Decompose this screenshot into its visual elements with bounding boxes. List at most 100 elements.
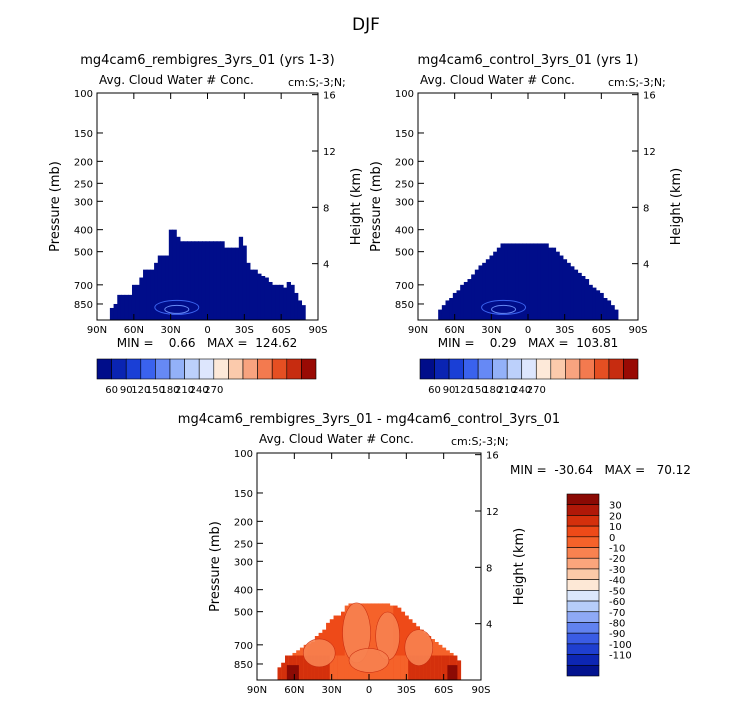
data-cell <box>511 243 516 320</box>
colorbar-box <box>566 536 600 548</box>
x-tick-label: 90N <box>408 325 428 336</box>
colorbar-box <box>228 358 244 380</box>
x-tick-label: 30N <box>161 325 181 336</box>
chart-title: mg4cam6_rembigres_3yrs_01 (yrs 1-3) <box>80 53 334 68</box>
y-tick-label: 250 <box>74 179 93 190</box>
data-cell <box>463 281 469 320</box>
y-right-tick-label: 4 <box>486 620 492 631</box>
data-cell <box>128 294 133 320</box>
data-cell-lower <box>419 655 424 680</box>
colorbar-box <box>566 504 600 516</box>
y-tick-label: 850 <box>74 300 93 311</box>
y-tick-label: 300 <box>395 197 414 208</box>
data-cell <box>562 259 568 320</box>
colorbar-box <box>213 358 229 380</box>
data-cell <box>540 243 546 320</box>
y-tick-label: 200 <box>234 517 253 528</box>
data-cell <box>172 229 177 320</box>
y-right-tick-label: 8 <box>643 203 649 214</box>
colorbar-box <box>566 654 600 666</box>
y-tick-label: 200 <box>395 157 414 168</box>
x-tick-label: 60S <box>434 685 453 696</box>
y-right-tick-label: 4 <box>323 260 329 271</box>
colorbar-label: -110 <box>609 651 632 662</box>
data-cell-lower <box>314 655 320 680</box>
x-tick-label: 60N <box>124 325 144 336</box>
data-cell <box>537 243 542 320</box>
x-tick-label: 0 <box>366 685 372 696</box>
data-cell <box>595 290 601 320</box>
y-axis-label: Pressure (mb) <box>208 521 223 612</box>
y-tick-label: 400 <box>74 226 93 237</box>
colorbar-box <box>521 358 537 380</box>
x-tick-label: 90N <box>87 325 107 336</box>
colorbar-box <box>566 515 600 527</box>
data-cell <box>551 247 557 320</box>
data-cell <box>467 279 472 320</box>
colorbar-label: -50 <box>609 586 625 597</box>
data-cell <box>577 272 582 320</box>
colorbar-box <box>566 493 600 506</box>
data-cell <box>529 243 535 320</box>
data-cell <box>559 255 564 320</box>
y-right-tick-label: 12 <box>323 147 336 158</box>
colorbar-label: 30 <box>609 501 622 512</box>
data-cell-lower <box>341 655 346 680</box>
colorbar-label: 270 <box>204 385 223 396</box>
data-cell <box>515 243 520 320</box>
x-tick-label: 90S <box>308 325 327 336</box>
data-cell <box>238 236 244 320</box>
y-tick-label: 850 <box>234 660 253 671</box>
y-axis-label: Pressure (mb) <box>48 161 63 252</box>
data-cell <box>474 269 480 320</box>
data-cell <box>290 284 295 320</box>
colorbar-label: 270 <box>527 385 546 396</box>
data-cell <box>471 274 476 320</box>
data-cell <box>294 292 299 320</box>
colorbar-label: 90 <box>120 385 133 396</box>
stats-text: MIN = 0.29 MAX = 103.81 <box>438 336 618 350</box>
y-tick-label: 400 <box>234 586 253 597</box>
colorbar-box <box>566 557 600 570</box>
chart-title: mg4cam6_control_3yrs_01 (yrs 1) <box>418 53 639 68</box>
data-cell <box>242 245 247 320</box>
data-field <box>438 243 619 320</box>
data-cell <box>187 241 192 320</box>
y-right-tick-label: 8 <box>486 563 492 574</box>
data-cell-lower <box>344 655 350 680</box>
data-cell <box>570 266 575 320</box>
x-tick-label: 0 <box>525 325 531 336</box>
y-right-tick-label: 16 <box>486 451 499 462</box>
colorbar-box <box>566 579 600 591</box>
data-cell-max <box>286 665 299 680</box>
data-cell <box>209 241 214 320</box>
data-cell <box>548 247 553 320</box>
colorbar-box <box>169 358 185 380</box>
colorbar-box <box>566 547 600 559</box>
data-cell-lower <box>415 655 420 680</box>
data-cell-lower <box>393 655 398 680</box>
chart-subtitle: Avg. Cloud Water # Conc. <box>259 432 414 446</box>
data-cell <box>257 273 262 320</box>
data-cell <box>522 243 527 320</box>
data-cell-lower <box>329 655 335 680</box>
data-cell <box>246 262 251 320</box>
data-cell <box>297 300 303 320</box>
colorbar-box <box>535 358 552 380</box>
y-right-axis-label: Height (km) <box>512 528 527 605</box>
data-cell <box>441 305 447 320</box>
data-field <box>109 229 306 320</box>
x-tick-label: 60N <box>445 325 465 336</box>
data-cell <box>581 276 586 320</box>
colorbar-label: 20 <box>609 511 622 522</box>
colorbar-box <box>257 358 273 380</box>
data-cell <box>449 298 454 320</box>
colorbar-label: -10 <box>609 544 625 555</box>
y-right-tick-label: 16 <box>643 91 656 102</box>
y-right-tick-label: 4 <box>643 260 649 271</box>
colorbar-label: 150 <box>469 385 488 396</box>
colorbar-box <box>566 568 600 580</box>
colorbar-box <box>96 358 112 380</box>
y-tick-label: 400 <box>395 226 414 237</box>
contour-line <box>164 304 190 314</box>
